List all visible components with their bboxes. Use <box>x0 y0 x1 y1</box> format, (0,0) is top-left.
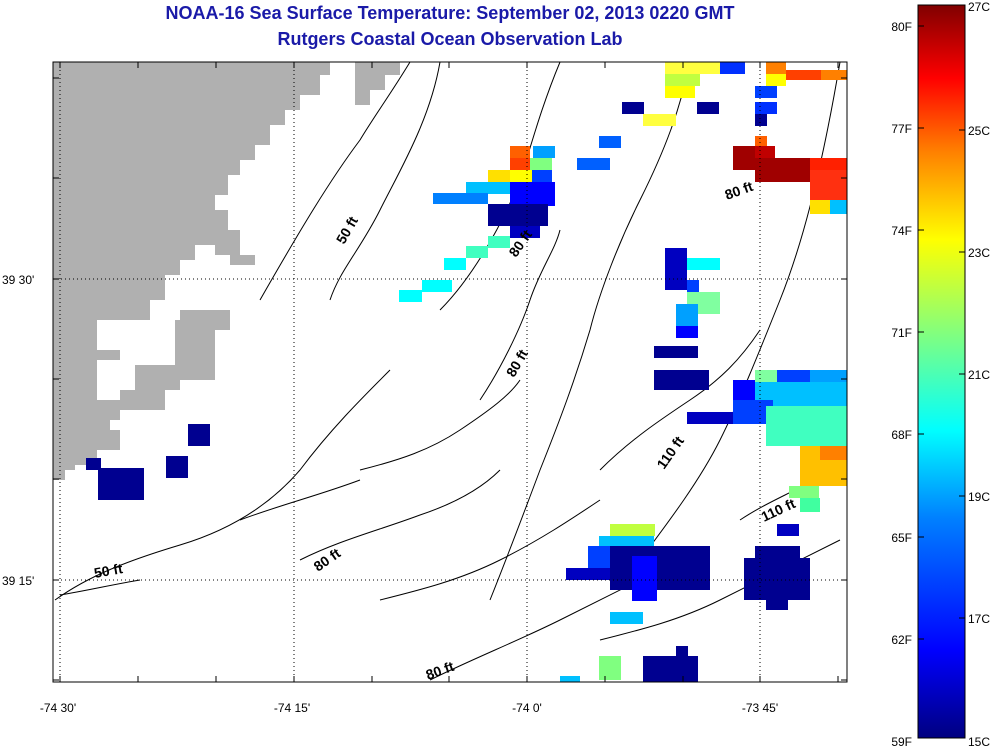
colorbar-f-label: 65F <box>891 531 912 545</box>
x-tick-label: -74 0' <box>512 701 542 715</box>
x-tick-label: -74 30' <box>40 701 76 715</box>
map-title: NOAA-16 Sea Surface Temperature: Septemb… <box>165 3 735 23</box>
colorbar-f-label: 80F <box>891 20 912 34</box>
land-mass <box>53 62 330 480</box>
contour-label: 50 ft <box>93 560 124 581</box>
land-patch <box>175 320 215 380</box>
land-patch <box>355 62 400 105</box>
colorbar-f-label: 77F <box>891 122 912 136</box>
map-subtitle: Rutgers Coastal Ocean Observation Lab <box>277 29 623 49</box>
colorbar-c-label: 27C <box>968 0 990 14</box>
colorbar-gradient <box>917 4 966 739</box>
land-patch <box>120 390 165 410</box>
colorbar-c-label: 21C <box>968 368 990 382</box>
land-patch <box>135 365 180 390</box>
colorbar-c-label: 25C <box>968 124 990 138</box>
colorbar-f-label: 74F <box>891 224 912 238</box>
graticule <box>53 62 847 682</box>
x-tick-label: -73 45' <box>742 701 778 715</box>
colorbar-c-label: 23C <box>968 246 990 260</box>
colorbar-c-label: 15C <box>968 735 990 749</box>
colorbar-f-label: 71F <box>891 326 912 340</box>
axis-ticks <box>53 62 847 682</box>
colorbar-f-label: 62F <box>891 633 912 647</box>
colorbar-ticks <box>918 25 965 640</box>
x-tick-label: -74 15' <box>274 701 310 715</box>
colorbar-f-label: 68F <box>891 428 912 442</box>
colorbar-c-label: 19C <box>968 490 990 504</box>
map-area: 50 ft 80 ft 80 ft 80 ft 80 ft 110 ft 110… <box>53 62 847 682</box>
depth-contours <box>54 62 841 681</box>
map-border <box>52 61 848 683</box>
colorbar-c-label: 17C <box>968 612 990 626</box>
y-tick-label: 39 15' <box>2 574 34 588</box>
y-tick-label: 39 30' <box>2 273 34 287</box>
colorbar-f-label: 59F <box>891 735 912 749</box>
colorbar: 80F 77F 74F 71F 68F 65F 62F 59F 27C 25C … <box>891 0 990 749</box>
sst-pixels <box>86 62 847 682</box>
